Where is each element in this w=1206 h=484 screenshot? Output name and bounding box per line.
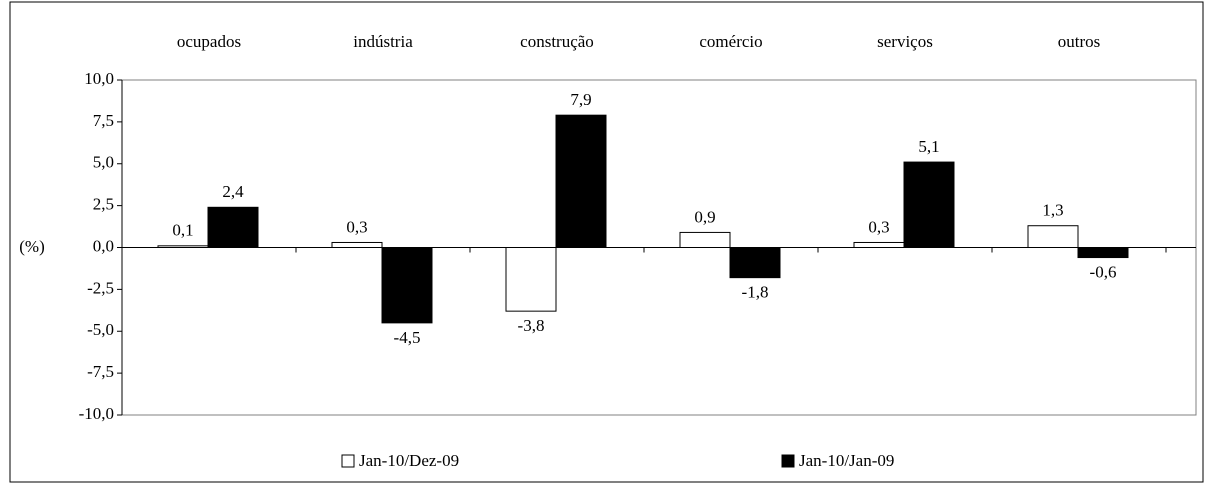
bar xyxy=(729,247,781,279)
legend-label: Jan-10/Jan-09 xyxy=(799,451,894,470)
bar xyxy=(1077,247,1129,259)
data-label: 7,9 xyxy=(570,90,591,109)
y-tick-label: -7,5 xyxy=(87,362,114,381)
legend-label: Jan-10/Dez-09 xyxy=(359,451,459,470)
y-tick-label: -5,0 xyxy=(87,320,114,339)
x-tick-label: serviços xyxy=(877,32,933,51)
data-label: -3,8 xyxy=(518,316,545,335)
x-tick-label: indústria xyxy=(353,32,413,51)
bar xyxy=(505,247,557,312)
legend-swatch xyxy=(781,454,795,468)
data-label: 5,1 xyxy=(918,137,939,156)
x-tick-label: comércio xyxy=(699,32,762,51)
data-label: 0,9 xyxy=(694,207,715,226)
y-tick-label: -2,5 xyxy=(87,278,114,297)
y-axis-label: (%) xyxy=(19,237,44,256)
data-label: 1,3 xyxy=(1042,201,1063,220)
bar xyxy=(157,245,209,248)
data-label: -1,8 xyxy=(742,283,769,302)
bar xyxy=(381,247,433,324)
data-label: -4,5 xyxy=(394,328,421,347)
y-tick-label: 2,5 xyxy=(93,195,114,214)
data-label: 0,1 xyxy=(172,221,193,240)
y-tick-label: 10,0 xyxy=(84,69,114,88)
y-tick-label: 0,0 xyxy=(93,236,114,255)
bar xyxy=(903,161,955,248)
data-label: 0,3 xyxy=(346,217,367,236)
data-label: -0,6 xyxy=(1090,262,1117,281)
data-label: 2,4 xyxy=(222,182,244,201)
y-tick-label: -10,0 xyxy=(79,404,114,423)
legend-swatch xyxy=(341,454,355,468)
x-tick-label: outros xyxy=(1058,32,1101,51)
bar xyxy=(679,231,731,249)
data-label: 0,3 xyxy=(868,217,889,236)
y-tick-label: 7,5 xyxy=(93,111,114,130)
bar xyxy=(1027,225,1079,249)
x-tick-label: construção xyxy=(520,32,594,51)
bar xyxy=(555,114,607,248)
x-tick-label: ocupados xyxy=(177,32,241,51)
chart-border xyxy=(9,1,1204,483)
y-tick-label: 5,0 xyxy=(93,153,114,172)
bar xyxy=(207,206,259,249)
bar xyxy=(331,241,383,249)
bar xyxy=(853,241,905,249)
